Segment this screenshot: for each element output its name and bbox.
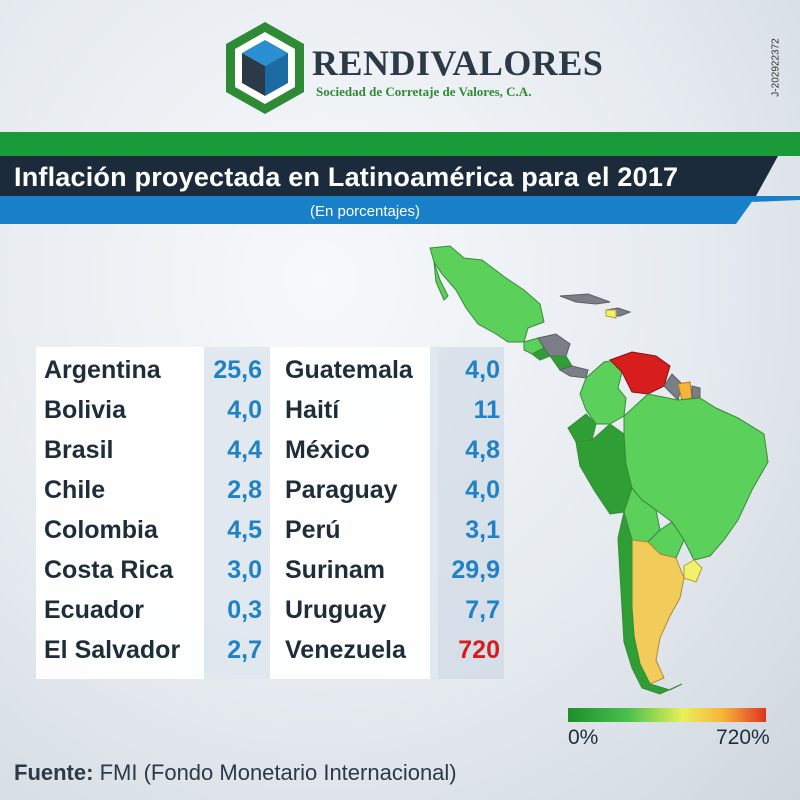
- map-region-cuba: [559, 293, 611, 305]
- legend-min-label: 0%: [568, 726, 599, 749]
- inflation-value: 4,0: [227, 396, 262, 424]
- inflation-value: 25,6: [213, 356, 262, 384]
- source-text: FMI (Fondo Monetario Internacional): [99, 760, 457, 785]
- country-name: Paraguay: [285, 476, 398, 504]
- map-region-panama: [558, 365, 589, 379]
- value-column-bg: [430, 347, 504, 679]
- country-name: El Salvador: [44, 636, 181, 664]
- country-name: Colombia: [44, 516, 158, 544]
- country-name: Ecuador: [44, 596, 145, 624]
- inflation-value: 0,3: [227, 596, 262, 624]
- country-name: Venezuela: [285, 636, 406, 664]
- value-column-bg: [204, 347, 270, 679]
- registry-id: J-202922372: [762, 12, 790, 122]
- registry-id-text: J-202922372: [770, 37, 782, 97]
- inflation-value: 2,7: [227, 636, 262, 664]
- country-name: Perú: [285, 516, 341, 544]
- map-region-haiti: [605, 309, 617, 319]
- source-label: Fuente:: [14, 760, 94, 785]
- inflation-value: 4,8: [465, 436, 500, 464]
- page-title: Inflación proyectada en Latinoamérica pa…: [14, 162, 679, 192]
- inflation-value: 7,7: [465, 596, 500, 624]
- logo-cube-icon: [226, 22, 304, 114]
- inflation-value: 2,8: [227, 476, 262, 504]
- country-name: Chile: [44, 476, 106, 504]
- map-region-baja: [433, 261, 449, 301]
- inflation-value: 3,1: [465, 516, 500, 544]
- inflation-value: 4,4: [227, 436, 262, 464]
- brand-logo: RENDIVALORES Sociedad de Corretaje de Va…: [222, 20, 604, 116]
- country-name: Brasil: [44, 436, 114, 464]
- map-region-suriname: [677, 381, 693, 401]
- country-name: México: [285, 436, 370, 464]
- map-region-chile: [617, 511, 683, 695]
- latin-america-map: [429, 245, 769, 695]
- country-name: Guatemala: [285, 356, 413, 384]
- left-value-column: 25,6 4,0 4,4 2,8 4,5 3,0 0,3 2,7: [200, 350, 262, 670]
- map-region-guyane: [691, 385, 701, 399]
- map-region-mexico: [429, 245, 545, 343]
- inflation-value: 29,9: [451, 556, 500, 584]
- brand-subtitle: Sociedad de Corretaje de Valores, C.A.: [316, 84, 532, 99]
- inflation-value: 4,0: [465, 356, 500, 384]
- legend-gradient-bar: [568, 708, 766, 722]
- legend-max-label: 720%: [716, 726, 770, 749]
- page-subtitle: (En porcentajes): [309, 203, 421, 220]
- map-region-uruguay: [683, 559, 703, 583]
- country-name: Uruguay: [285, 596, 387, 624]
- map-region-ecuador: [567, 413, 597, 443]
- left-country-column: Argentina Bolivia Brasil Chile Colombia …: [44, 350, 204, 670]
- right-country-column: Guatemala Haití México Paraguay Perú Sur…: [285, 350, 435, 670]
- brand-name: RENDIVALORES: [312, 43, 604, 83]
- country-name: Bolivia: [44, 396, 126, 424]
- country-name: Costa Rica: [44, 556, 174, 584]
- inflation-value: 11: [473, 396, 500, 424]
- inflation-value: 3,0: [227, 556, 262, 584]
- country-name: Surinam: [285, 556, 386, 584]
- country-name: Argentina: [44, 356, 161, 384]
- right-value-column: 4,0 11 4,8 4,0 3,1 29,9 7,7 720: [430, 350, 500, 670]
- country-name: Haití: [285, 396, 340, 424]
- title-banner: [0, 132, 800, 228]
- inflation-value: 4,5: [227, 516, 262, 544]
- inflation-value-highlight: 720: [458, 636, 500, 664]
- source-note: Fuente: FMI (Fondo Monetario Internacion…: [14, 760, 457, 786]
- inflation-value: 4,0: [465, 476, 500, 504]
- banner-shapes: [0, 132, 800, 224]
